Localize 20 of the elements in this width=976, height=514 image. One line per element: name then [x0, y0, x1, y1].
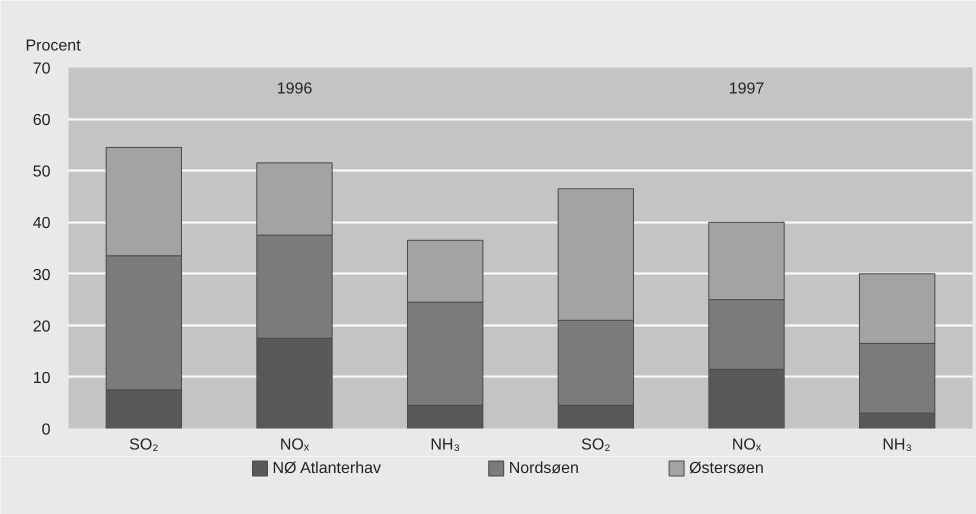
annotation: 1997: [728, 80, 764, 98]
x-tick-label: NH₃: [430, 436, 460, 454]
legend-label: NØ Atlanterhav: [272, 460, 381, 477]
x-tick-label: NOₓ: [732, 436, 762, 454]
y-tick-label: 70: [32, 60, 51, 78]
legend-label: Nordsøen: [508, 460, 579, 477]
y-tick-label: 10: [32, 370, 51, 387]
annotation: 1996: [276, 80, 312, 98]
x-tick-label: NH₃: [882, 436, 912, 454]
y-tick-label: 30: [32, 266, 51, 284]
y-tick-label: 50: [32, 164, 51, 181]
y-tick-label: 40: [32, 215, 51, 232]
x-tick-label: SO₂: [581, 436, 610, 454]
x-tick-label: NOₓ: [280, 436, 310, 454]
y-axis-title: Procent: [26, 38, 82, 54]
y-tick-label: 0: [42, 422, 51, 438]
y-tick-label: 60: [32, 112, 51, 130]
x-tick-label: SO₂: [129, 436, 158, 454]
y-tick-label: 20: [32, 318, 51, 336]
legend-label: Østersøen: [689, 460, 764, 477]
